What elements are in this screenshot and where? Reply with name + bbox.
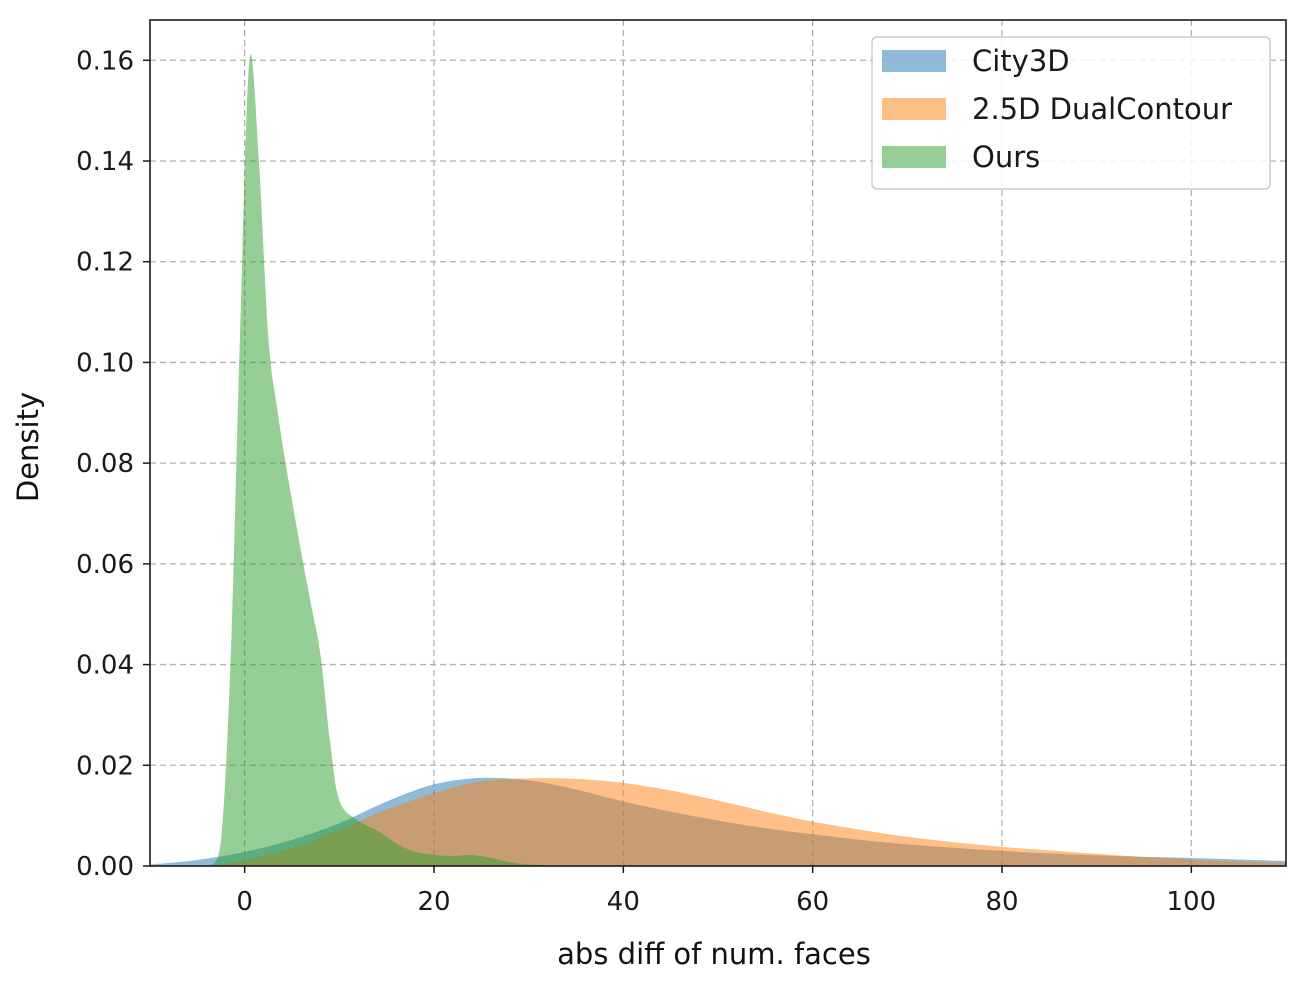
x-tick-label: 100 xyxy=(1167,887,1217,917)
x-tick-label: 40 xyxy=(607,887,640,917)
y-tick-label: 0.12 xyxy=(76,248,134,278)
x-tick-label: 0 xyxy=(236,887,253,917)
x-tick-label: 20 xyxy=(417,887,450,917)
series-area-ours xyxy=(211,54,558,867)
y-tick-label: 0.08 xyxy=(76,449,134,479)
x-axis-label: abs diff of num. faces xyxy=(557,937,871,971)
y-axis-label: Density xyxy=(11,392,45,502)
x-tick-label: 60 xyxy=(796,887,829,917)
y-tick-label: 0.16 xyxy=(76,46,134,76)
y-tick-label: 0.10 xyxy=(76,348,134,378)
series-areas xyxy=(150,54,1286,867)
legend-swatch-ours xyxy=(882,146,946,168)
y-axis-ticks: 0.00 0.02 0.04 0.06 0.08 0.10 0.12 0.14 0.16 xyxy=(76,46,150,882)
x-axis-ticks: 0 20 40 60 80 100 xyxy=(236,866,1216,917)
x-tick-label: 80 xyxy=(985,887,1018,917)
y-tick-label: 0.04 xyxy=(76,651,134,681)
legend-swatch-2-5d-dualcontour xyxy=(882,98,946,120)
plot-frame xyxy=(149,19,1287,867)
y-tick-label: 0.02 xyxy=(76,751,134,781)
grid-lines xyxy=(150,20,1286,867)
legend-box xyxy=(871,36,1271,190)
legend: City3D 2.5D DualContour Ours xyxy=(871,36,1271,190)
legend-items: City3D 2.5D DualContour Ours xyxy=(882,44,1232,174)
series-area-2-5d-dualcontour xyxy=(206,778,1286,866)
y-tick-label: 0.06 xyxy=(76,550,134,580)
y-tick-label: 0.14 xyxy=(76,147,134,177)
legend-swatch-city3d xyxy=(882,50,946,72)
y-tick-label: 0.00 xyxy=(76,852,134,882)
legend-label-ours: Ours xyxy=(972,140,1040,174)
legend-label-city3d: City3D xyxy=(972,44,1070,78)
legend-label-2-5d-dualcontour: 2.5D DualContour xyxy=(972,92,1232,126)
